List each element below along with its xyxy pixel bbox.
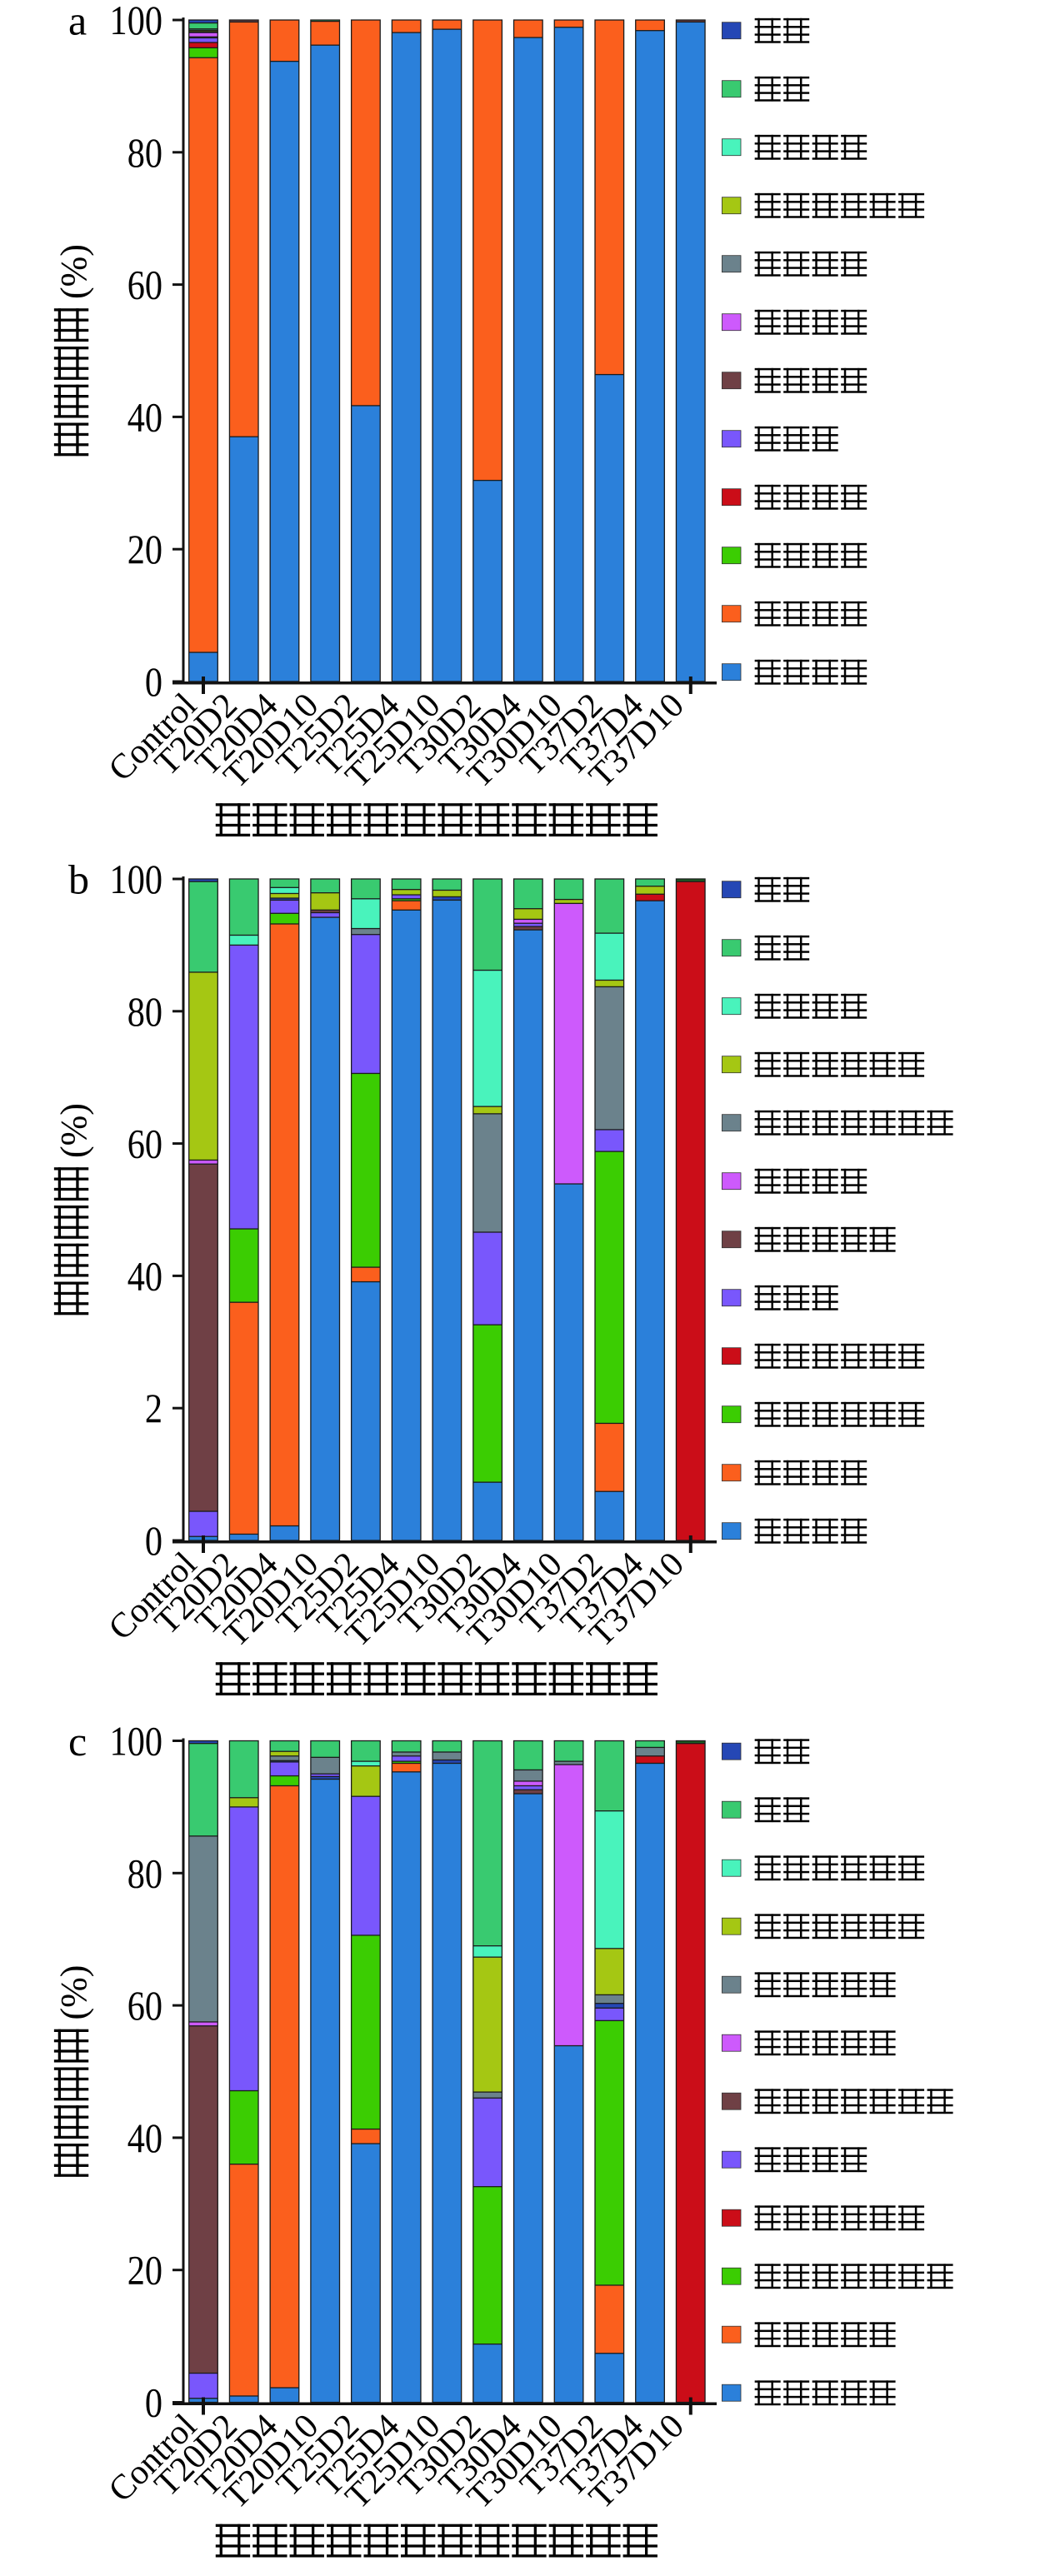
- svg-text:(%): (%): [53, 244, 94, 299]
- svg-text:0: 0: [145, 1518, 162, 1564]
- svg-text:100: 100: [110, 1718, 162, 1764]
- svg-text:(%): (%): [53, 1965, 94, 2020]
- svg-text:40: 40: [128, 2115, 162, 2161]
- svg-text:100: 100: [110, 856, 162, 902]
- svg-text:100: 100: [110, 0, 162, 43]
- svg-text:80: 80: [128, 130, 162, 176]
- svg-text:(%): (%): [53, 1103, 94, 1158]
- svg-text:80: 80: [128, 989, 162, 1035]
- svg-text:60: 60: [128, 1983, 162, 2029]
- svg-text:20: 20: [128, 527, 162, 572]
- svg-text:b: b: [68, 856, 89, 903]
- svg-text:a: a: [68, 0, 87, 44]
- svg-text:c: c: [68, 1718, 87, 1765]
- svg-text:80: 80: [128, 1850, 162, 1896]
- svg-text:2: 2: [145, 1385, 162, 1431]
- svg-text:40: 40: [128, 1253, 162, 1299]
- svg-text:40: 40: [128, 394, 162, 440]
- svg-text:60: 60: [128, 1121, 162, 1166]
- svg-text:20: 20: [128, 2248, 162, 2294]
- svg-text:0: 0: [145, 659, 162, 705]
- svg-text:0: 0: [145, 2379, 162, 2425]
- svg-text:60: 60: [128, 262, 162, 307]
